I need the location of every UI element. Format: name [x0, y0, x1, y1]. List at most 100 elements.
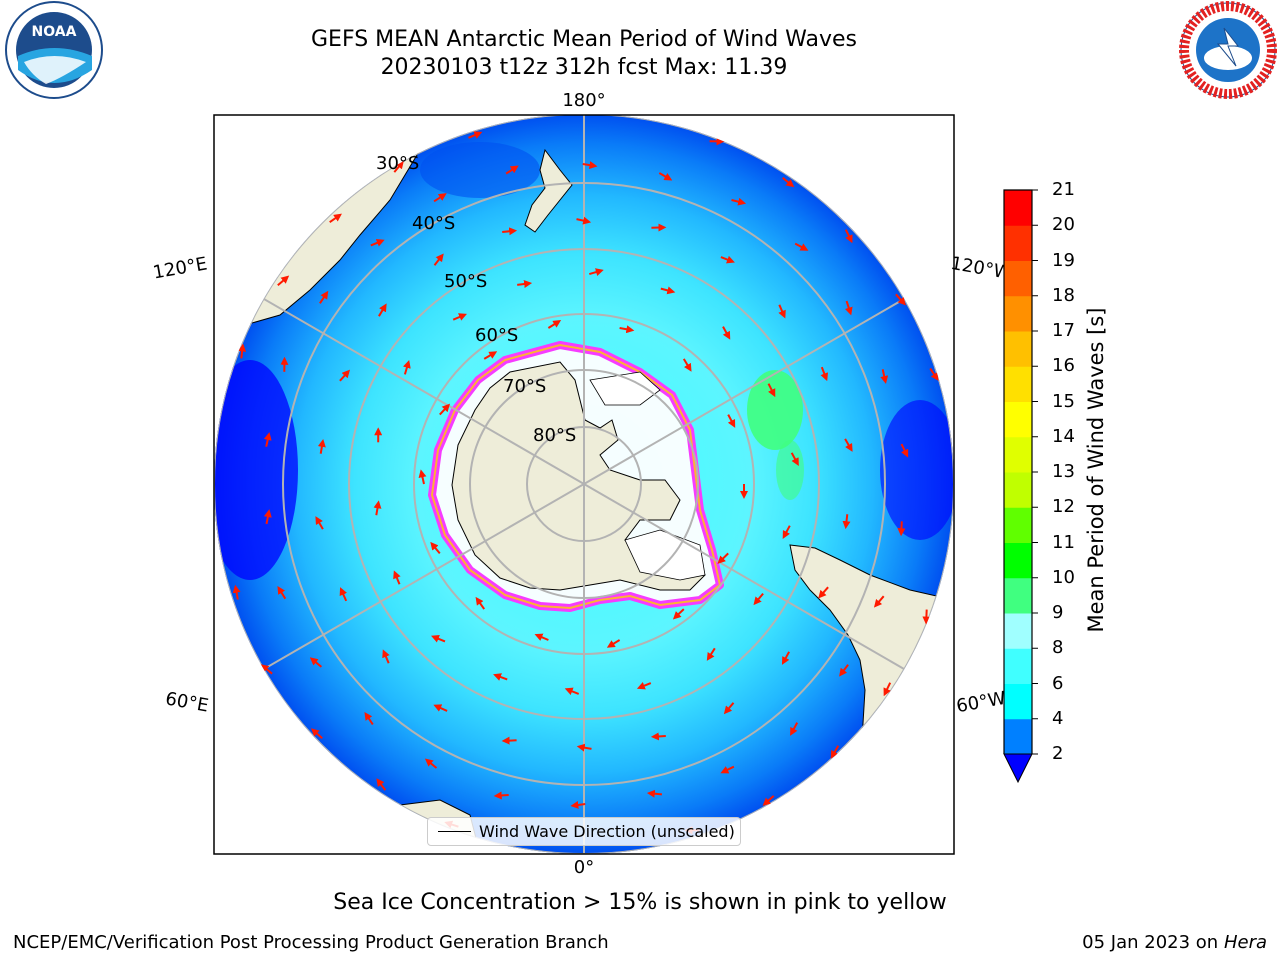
lon-label-60w: 60°W — [955, 688, 1008, 717]
legend-label: Wind Wave Direction (unscaled) — [479, 822, 735, 841]
wave-direction-arrow — [880, 369, 889, 384]
colorbar-tick-label: 17 — [1052, 320, 1075, 341]
wave-direction-arrow — [263, 432, 272, 447]
wave-direction-arrow — [842, 514, 851, 530]
lat-label-50s: 50°S — [444, 271, 487, 292]
colorbar-segment — [1004, 366, 1032, 402]
colorbar-tick-label: 6 — [1052, 672, 1064, 694]
wave-direction-arrow — [232, 584, 241, 600]
wave-direction-arrow — [873, 595, 885, 608]
wave-direction-arrow — [830, 745, 840, 759]
wave-direction-arrow — [720, 765, 735, 774]
sea-ice-note: Sea Ice Concentration > 15% is shown in … — [333, 890, 947, 915]
wave-direction-arrow — [364, 712, 374, 725]
nws-logo — [1179, 1, 1277, 99]
wave-direction-arrow — [672, 608, 685, 620]
wave-direction-arrow — [727, 414, 736, 428]
wave-direction-arrow — [720, 255, 735, 264]
lat-label-60s: 60°S — [475, 325, 518, 346]
wave-direction-arrow — [660, 286, 676, 295]
colorbar-tick-label: 10 — [1052, 566, 1075, 588]
colorbar-segment — [1004, 225, 1032, 261]
noaa-logo: NOAA — [5, 1, 103, 99]
wave-direction-arrow — [778, 304, 786, 319]
wave-direction-arrow — [606, 639, 621, 648]
colorbar-tick-label: 21 — [1052, 179, 1075, 200]
lat-label-80s: 80°S — [533, 425, 576, 446]
colorbar-segment — [1004, 613, 1032, 649]
wave-direction-arrow — [329, 213, 342, 224]
wave-direction-arrow — [483, 351, 498, 360]
wave-direction-arrow — [682, 358, 692, 372]
wave-direction-arrow — [376, 778, 387, 791]
wave-direction-arrow — [781, 651, 790, 665]
wave-direction-arrow — [883, 682, 892, 697]
colorbar-extend-triangle — [1003, 753, 1033, 784]
wave-direction-arrow — [818, 586, 829, 599]
wave-direction-arrow — [277, 585, 287, 600]
colorbar-segment — [1004, 542, 1032, 579]
wave-direction-arrow — [782, 525, 791, 539]
colorbar-title: Mean Period of Wind Waves [s] — [1084, 307, 1108, 633]
wave-direction-arrow — [315, 516, 324, 530]
wave-direction-arrow — [723, 702, 735, 715]
wave-direction-arrow — [378, 303, 387, 317]
wave-direction-arrow — [418, 469, 427, 485]
wave-direction-arrow — [382, 649, 390, 664]
wave-direction-arrow — [534, 633, 549, 641]
wave-direction-arrow — [844, 229, 853, 244]
colorbar-segment — [1004, 295, 1032, 332]
wave-direction-arrow — [897, 521, 906, 537]
wave-direction-arrow — [564, 687, 580, 696]
colorbar-segment — [1004, 331, 1032, 367]
wave-direction-arrow — [570, 800, 586, 809]
colorbar-segment — [1004, 260, 1032, 297]
colorbar-tick-label: 9 — [1052, 602, 1064, 623]
map-subtitle: 20230103 t12z 312h fcst Max: 11.39 — [380, 55, 788, 80]
wave-direction-arrow — [439, 403, 451, 416]
lat-label-70s: 70°S — [503, 376, 546, 397]
wave-direction-arrow — [576, 216, 592, 225]
colorbar-segment — [1004, 683, 1032, 720]
wave-direction-arrow — [582, 161, 598, 170]
land-new-zealand — [524, 148, 573, 233]
lon-label-60e: 60°E — [164, 688, 210, 716]
colorbar-segment — [1004, 190, 1032, 226]
wave-direction-arrow — [310, 728, 323, 740]
wave-direction-arrow — [309, 657, 323, 668]
wave-direction-arrow — [430, 541, 441, 555]
footer-machine: Hera — [1223, 932, 1267, 953]
wave-direction-arrow — [782, 177, 795, 188]
colorbar-tick-label: 8 — [1052, 637, 1064, 659]
wave-direction-arrow — [706, 647, 716, 661]
colorbar-tick-label: 2 — [1052, 743, 1064, 764]
colorbar-segment — [1004, 718, 1032, 755]
colorbar-tick-label: 4 — [1052, 707, 1064, 729]
colorbar-segment — [1004, 507, 1032, 543]
wave-direction-arrow — [370, 239, 385, 247]
wave-direction-arrow — [929, 367, 939, 381]
wave-direction-arrow — [505, 165, 519, 175]
wave-direction-arrow — [731, 197, 747, 206]
wave-direction-arrow — [393, 160, 404, 173]
wave-direction-arrow — [317, 438, 326, 454]
wave-direction-arrow — [895, 293, 906, 306]
wave-direction-arrow — [501, 736, 517, 745]
wave-direction-arrow — [762, 795, 775, 806]
wave-direction-arrow — [650, 732, 666, 741]
wave-direction-arrow — [844, 438, 853, 452]
wave-direction-arrow — [263, 509, 272, 525]
wave-direction-arrow — [431, 635, 446, 643]
colorbar-tick-label: 16 — [1052, 355, 1075, 377]
wave-direction-arrow — [753, 592, 764, 606]
wave-direction-arrow — [794, 242, 809, 251]
wave-direction-arrow — [339, 587, 348, 602]
wave-direction-arrow — [433, 704, 448, 712]
wave-direction-arrow — [722, 326, 731, 340]
lon-label-0: 0° — [574, 857, 594, 878]
wave-direction-arrow — [502, 227, 518, 236]
wave-direction-arrow — [767, 383, 776, 398]
footer-credit: NCEP/EMC/Verification Post Processing Pr… — [13, 932, 609, 953]
wave-direction-arrow — [468, 131, 483, 139]
footer-date-text: 05 Jan 2023 on — [1082, 932, 1224, 953]
